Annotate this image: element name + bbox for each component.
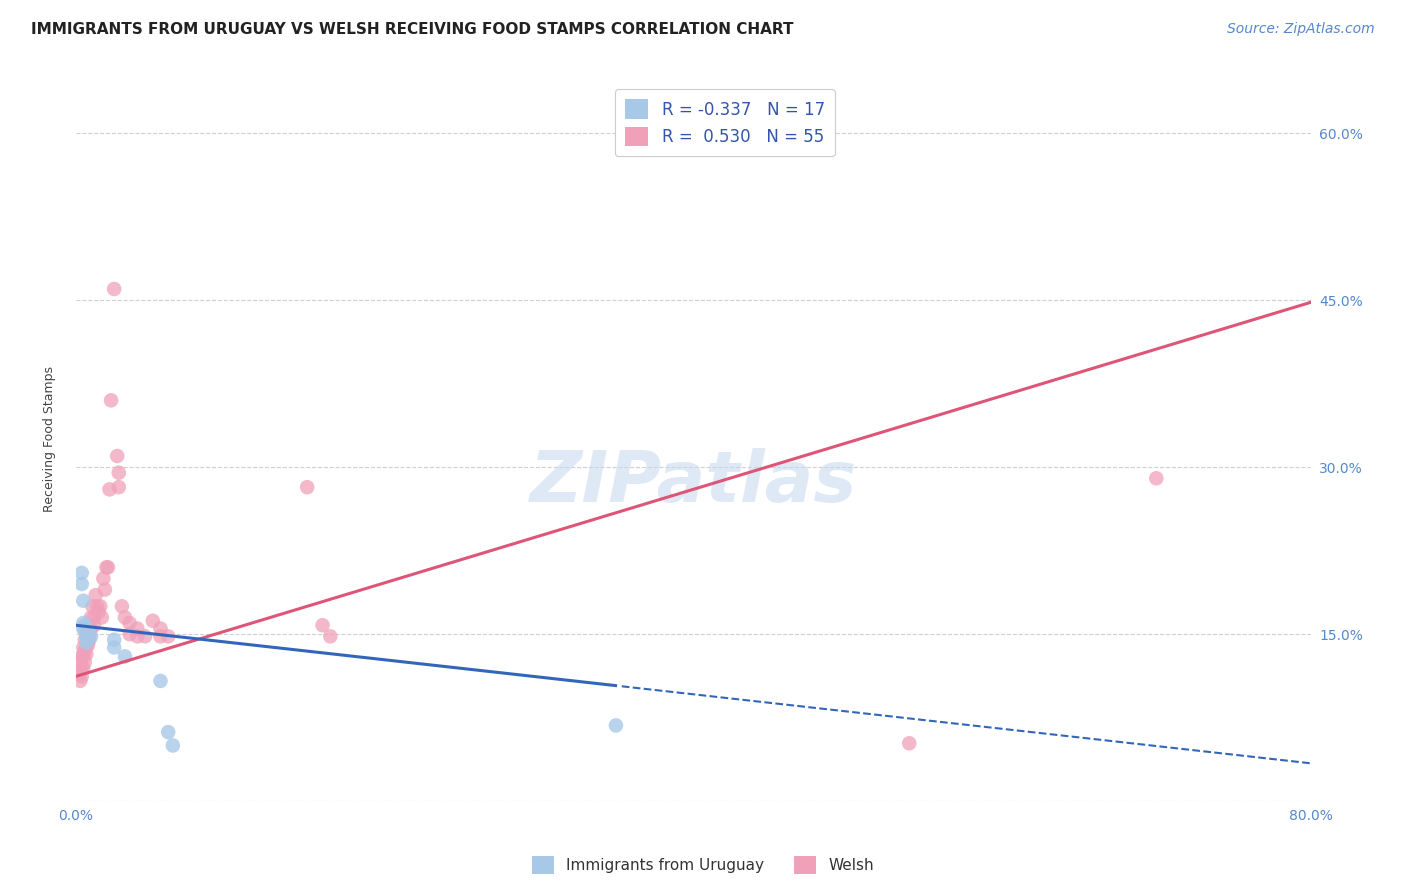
Point <box>72 593 94 607</box>
Legend: R = -0.337   N = 17, R =  0.530   N = 55: R = -0.337 N = 17, R = 0.530 N = 55 <box>614 89 835 156</box>
Point <box>105 449 128 463</box>
Point <box>89 599 111 614</box>
Point <box>157 629 180 643</box>
Y-axis label: Receiving Food Stamps: Receiving Food Stamps <box>44 367 56 512</box>
Point <box>83 618 105 632</box>
Point <box>73 632 96 647</box>
Point <box>73 624 96 638</box>
Point <box>77 622 100 636</box>
Point <box>103 282 125 296</box>
Point <box>77 624 100 639</box>
Point <box>83 610 105 624</box>
Point <box>69 673 91 688</box>
Point <box>97 560 120 574</box>
Point <box>162 739 184 753</box>
Point <box>93 572 115 586</box>
Point <box>157 725 180 739</box>
Point <box>82 599 104 614</box>
Point <box>311 618 333 632</box>
Point <box>69 666 91 681</box>
Point <box>149 673 172 688</box>
Point <box>77 629 100 643</box>
Point <box>70 660 93 674</box>
Point <box>72 615 94 630</box>
Point <box>142 614 165 628</box>
Point <box>70 566 93 580</box>
Point <box>114 610 136 624</box>
Point <box>87 605 110 619</box>
Point <box>77 632 100 646</box>
Point <box>118 627 141 641</box>
Point <box>134 629 156 643</box>
Point <box>72 649 94 664</box>
Point <box>127 629 149 643</box>
Point <box>72 660 94 674</box>
Point <box>84 588 107 602</box>
Point <box>86 599 108 614</box>
Text: ZIPatlas: ZIPatlas <box>530 448 856 517</box>
Point <box>80 629 103 643</box>
Point <box>1144 471 1167 485</box>
Point <box>70 649 93 664</box>
Point <box>107 466 129 480</box>
Point <box>319 629 342 643</box>
Point <box>118 615 141 630</box>
Point <box>127 622 149 636</box>
Point <box>94 582 117 597</box>
Point <box>75 629 97 643</box>
Point <box>77 638 100 652</box>
Point <box>605 718 627 732</box>
Point <box>79 632 101 647</box>
Point <box>111 599 134 614</box>
Point <box>149 629 172 643</box>
Point <box>73 618 96 632</box>
Text: Source: ZipAtlas.com: Source: ZipAtlas.com <box>1227 22 1375 37</box>
Point <box>149 622 172 636</box>
Point <box>75 636 97 650</box>
Point <box>295 480 318 494</box>
Point <box>107 480 129 494</box>
Text: IMMIGRANTS FROM URUGUAY VS WELSH RECEIVING FOOD STAMPS CORRELATION CHART: IMMIGRANTS FROM URUGUAY VS WELSH RECEIVI… <box>31 22 793 37</box>
Point <box>100 393 122 408</box>
Point <box>103 632 125 647</box>
Legend: Immigrants from Uruguay, Welsh: Immigrants from Uruguay, Welsh <box>526 850 880 880</box>
Point <box>70 669 93 683</box>
Point <box>69 655 91 669</box>
Point <box>103 640 125 655</box>
Point <box>79 627 101 641</box>
Point <box>70 577 93 591</box>
Point <box>80 622 103 636</box>
Point <box>90 610 112 624</box>
Point <box>75 622 97 636</box>
Point <box>114 649 136 664</box>
Point <box>72 640 94 655</box>
Point <box>75 647 97 661</box>
Point <box>72 622 94 636</box>
Point <box>73 655 96 669</box>
Point <box>73 644 96 658</box>
Point <box>98 483 121 497</box>
Point <box>898 736 921 750</box>
Point <box>80 610 103 624</box>
Point <box>96 560 118 574</box>
Point <box>79 622 101 636</box>
Point <box>75 638 97 652</box>
